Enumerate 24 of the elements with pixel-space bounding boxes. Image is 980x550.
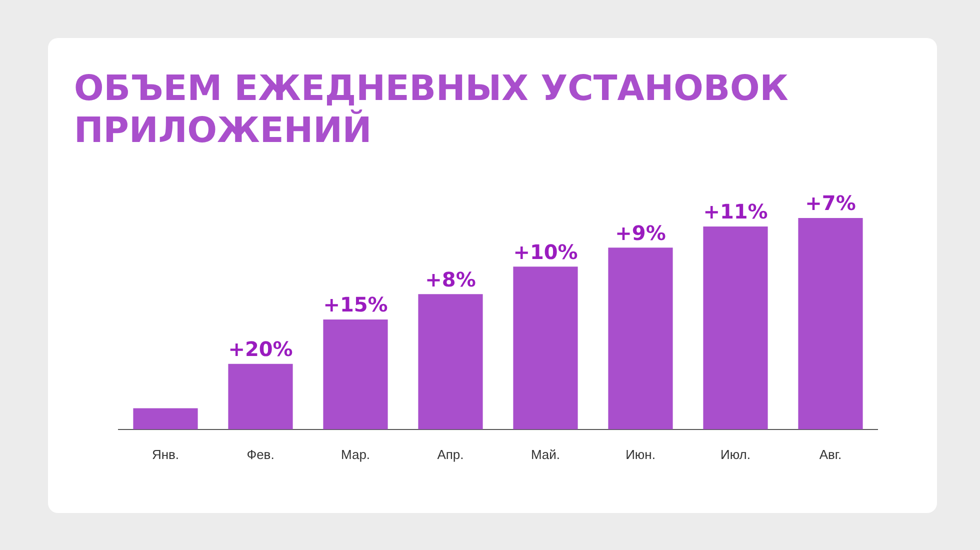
annotation: +8%: [425, 267, 476, 292]
x-tick-label: Май.: [530, 446, 560, 462]
bar: [513, 266, 578, 430]
chart-title: ОБЪЕМ ЕЖЕДНЕВНЫХ УСТАНОВОК ПРИЛОЖЕНИЙ: [74, 68, 790, 152]
annotation: +7%: [805, 191, 856, 216]
x-tick-label: Авг.: [819, 446, 842, 462]
annotation: +10%: [513, 240, 578, 264]
bar: [798, 218, 863, 430]
bar: [323, 319, 388, 430]
annotation: +15%: [323, 292, 388, 317]
bar: [703, 226, 768, 430]
bar: [608, 248, 673, 430]
annotation: +9%: [615, 220, 666, 245]
x-tick-label: Июн.: [626, 446, 656, 462]
annotation: +11%: [703, 200, 768, 224]
bar: [228, 364, 293, 430]
x-tick-label: Фев.: [246, 446, 274, 462]
x-tick-label: Янв.: [152, 446, 180, 462]
x-tick-label: Апр.: [437, 446, 464, 462]
bar: [133, 408, 198, 430]
x-tick-label: Июл.: [720, 446, 751, 462]
annotation: +20%: [228, 337, 293, 362]
bar: [418, 294, 483, 430]
x-tick-label: Мар.: [340, 446, 370, 462]
